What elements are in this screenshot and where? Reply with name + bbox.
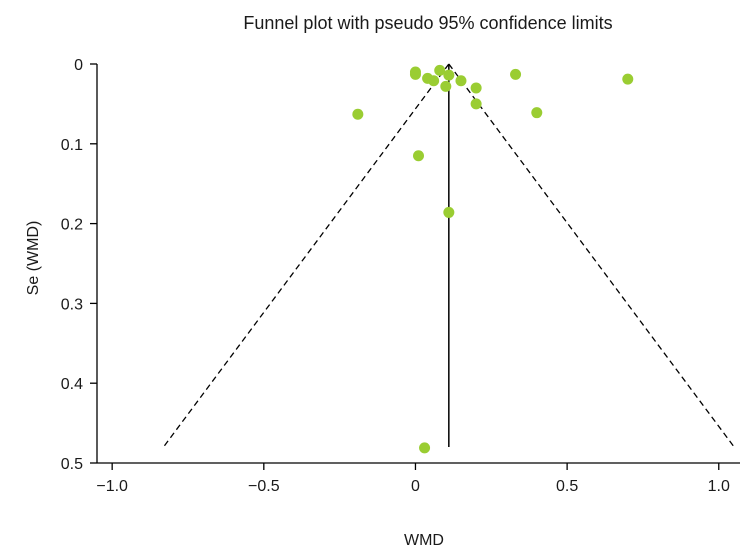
x-tick-label: 1.0 <box>708 478 730 495</box>
y-tick-label: 0.5 <box>61 456 83 473</box>
upper-confidence-limit-line <box>448 63 735 448</box>
data-point <box>419 442 431 454</box>
y-tick-label: 0.4 <box>61 376 83 393</box>
axes: 0 0.1 0.2 0.3 0.4 0.5 −1.0 −0.5 0 0.5 1.0 <box>61 57 740 495</box>
data-point <box>455 75 467 87</box>
data-point <box>510 68 522 80</box>
data-point <box>409 68 421 80</box>
chart-title: Funnel plot with pseudo 95% confidence l… <box>243 13 612 33</box>
x-tick-label: −1.0 <box>96 478 128 495</box>
data-point <box>440 80 452 92</box>
data-point <box>470 98 482 110</box>
data-points <box>352 64 634 454</box>
y-tick-label: 0.3 <box>61 296 83 313</box>
confidence-funnel <box>162 63 735 448</box>
data-point <box>470 82 482 94</box>
data-point <box>434 64 446 76</box>
lower-confidence-limit-line <box>162 63 450 448</box>
y-tick-label: 0.1 <box>61 137 83 154</box>
data-point <box>622 73 634 85</box>
data-point <box>352 108 364 120</box>
y-axis-title: Se (WMD) <box>25 221 42 296</box>
x-axis-title: WMD <box>404 532 444 549</box>
data-point <box>428 75 440 87</box>
data-point <box>443 206 455 218</box>
x-tick-label: 0 <box>411 478 420 495</box>
x-tick-label: 0.5 <box>556 478 578 495</box>
y-tick-label: 0.2 <box>61 217 83 234</box>
data-point <box>531 107 543 119</box>
x-tick-label: −0.5 <box>248 478 280 495</box>
data-point <box>413 150 424 162</box>
y-tick-label: 0 <box>74 57 83 74</box>
data-point <box>443 69 455 81</box>
